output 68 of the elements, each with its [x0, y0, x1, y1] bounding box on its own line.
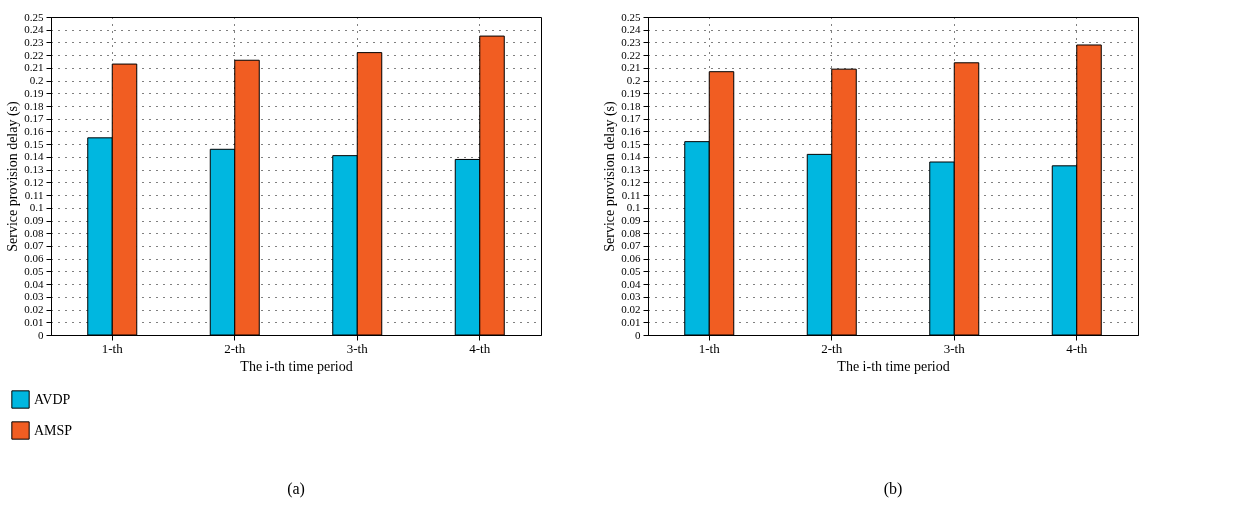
x-tick-label: 4-th [1066, 340, 1088, 356]
y-tick-label: 0.07 [24, 239, 44, 252]
y-tick-label: 0.16 [621, 124, 641, 137]
legend-label: AVDP [34, 391, 71, 407]
y-tick-label: 0.11 [24, 188, 44, 201]
y-tick-label: 0.11 [621, 188, 641, 201]
y-tick-label: 0.25 [621, 10, 641, 23]
y-tick-label: 0.2 [626, 74, 641, 87]
y-tick-label: 0.14 [621, 150, 641, 163]
y-tick-label: 0.04 [24, 277, 44, 290]
y-tick-label: 0.22 [24, 48, 44, 61]
y-tick-label: 0.25 [24, 10, 44, 23]
y-tick-label: 0.1 [626, 201, 641, 214]
y-tick-label: 0.08 [621, 226, 641, 239]
x-tick-label: 3-th [346, 340, 369, 356]
y-tick-label: 0.18 [24, 99, 44, 112]
y-tick-label: 0.17 [24, 112, 44, 125]
y-tick-label: 0.05 [24, 264, 44, 277]
y-tick-label: 0.14 [24, 150, 44, 163]
x-tick-label: 4-th [469, 340, 491, 356]
y-tick-label: 0.05 [621, 264, 641, 277]
y-tick-label: 0.2 [29, 74, 44, 87]
y-tick-label: 0.07 [621, 239, 641, 252]
y-tick-label: 0.21 [621, 61, 641, 74]
y-tick-label: 0.24 [24, 23, 44, 36]
y-tick-label: 0.23 [621, 35, 641, 48]
x-tick-label: 1-th [698, 340, 721, 356]
y-tick-label: 0.1 [29, 201, 44, 214]
text: (b) [883, 480, 903, 498]
y-tick-label: 0.13 [621, 163, 641, 176]
y-tick-label: 0.08 [24, 226, 44, 239]
y-tick-label: 0.15 [621, 137, 641, 150]
y-tick-label: 0.06 [24, 252, 44, 265]
y-tick-label: 0 [38, 328, 44, 341]
y-tick-label: 0.06 [621, 252, 641, 265]
y-tick-label: 0.04 [621, 277, 641, 290]
y-tick-label: 0.13 [24, 163, 44, 176]
x-tick-label: 1-th [101, 340, 124, 356]
y-tick-label: 0.03 [621, 290, 641, 303]
x-axis-title: The i-th time period [240, 358, 353, 374]
y-tick-label: 0.22 [621, 48, 641, 61]
x-tick-label: 3-th [943, 340, 966, 356]
y-tick-label: 0.12 [621, 175, 641, 188]
y-tick-label: 0.03 [24, 290, 44, 303]
y-tick-label: 0.01 [24, 315, 44, 328]
x-tick-label: 2-th [821, 340, 843, 356]
y-tick-label: 0.12 [24, 175, 44, 188]
y-tick-label: 0.09 [24, 214, 44, 227]
y-tick-label: 0.17 [621, 112, 641, 125]
text: (a) [287, 480, 305, 498]
y-tick-label: 0 [635, 328, 641, 341]
y-tick-label: 0.21 [24, 61, 44, 74]
x-axis-title: The i-th time period [837, 358, 950, 374]
y-tick-label: 0.01 [621, 315, 641, 328]
y-tick-label: 0.02 [24, 303, 44, 316]
legend-label: AMSP [34, 422, 73, 438]
y-tick-label: 0.18 [621, 99, 641, 112]
y-axis-title: Service provision delay (s) [602, 100, 619, 252]
y-tick-label: 0.02 [621, 303, 641, 316]
y-tick-label: 0.19 [24, 86, 44, 99]
y-tick-label: 0.19 [621, 86, 641, 99]
x-tick-label: 2-th [224, 340, 246, 356]
y-tick-label: 0.23 [24, 35, 44, 48]
y-tick-label: 0.15 [24, 137, 44, 150]
y-tick-label: 0.24 [621, 23, 641, 36]
y-tick-label: 0.09 [621, 214, 641, 227]
y-tick-label: 0.16 [24, 124, 44, 137]
y-axis-title: Service provision delay (s) [5, 100, 22, 252]
